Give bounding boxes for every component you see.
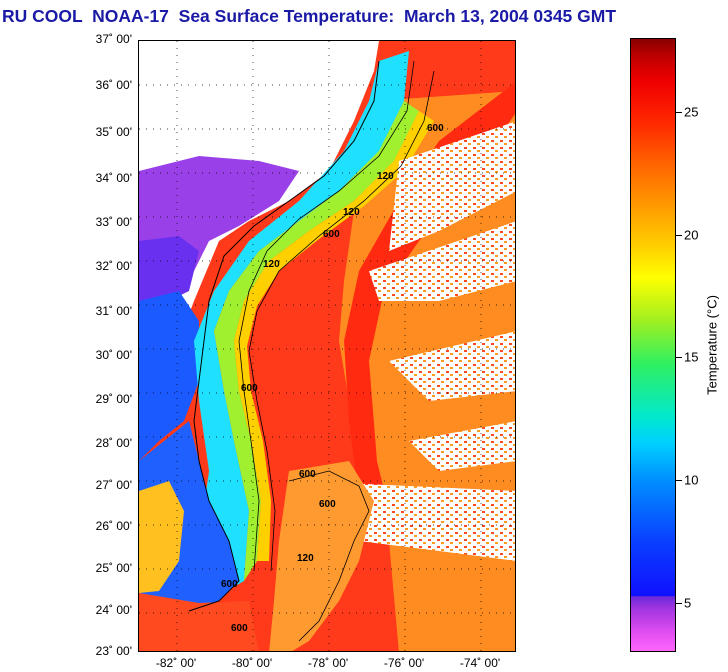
isobath-600	[248, 70, 435, 572]
coastline	[188, 60, 380, 612]
colorbar-tick-label: 5	[684, 595, 692, 611]
isobath-label: 600	[231, 623, 248, 634]
lat-label: 33˚ 00'	[95, 215, 132, 229]
isobath-label: 600	[323, 229, 340, 240]
isobath-label: 600	[427, 123, 444, 134]
isobath-label: 600	[299, 469, 316, 480]
colorbar-tick	[676, 603, 682, 604]
sst-map-image: 600 120 120 600 120 600 600 600 120 600 …	[139, 41, 515, 651]
lon-label: -76˚ 00'	[383, 656, 425, 670]
isobath-label: 120	[377, 171, 394, 182]
isobath-120	[238, 60, 415, 572]
lat-label: 35˚ 00'	[95, 125, 132, 139]
lon-label: -74˚ 00'	[459, 656, 501, 670]
page-title: RU COOL NOAA-17 Sea Surface Temperature:…	[2, 6, 617, 26]
lat-label: 29˚ 00'	[95, 392, 132, 406]
colorbar-tick-label: 10	[684, 472, 699, 488]
cloud-streak-1	[389, 121, 515, 251]
inland-blue	[139, 291, 199, 461]
sst-map[interactable]: 600 120 120 600 120 600 600 600 120 600 …	[138, 40, 516, 652]
lat-label: 24˚ 00'	[95, 603, 132, 617]
bahamas-bank	[269, 461, 374, 651]
lat-label: 32˚ 00'	[95, 259, 132, 273]
graticule	[139, 41, 515, 651]
shelf-water-green	[214, 101, 419, 581]
colorbar-tick-label: 25	[684, 104, 699, 120]
cloud-streak-4	[409, 421, 515, 471]
colorbar-tick	[676, 480, 682, 481]
isobath-label: 120	[263, 259, 280, 270]
bahamas-contour	[288, 470, 370, 642]
shelf-water-cyan	[179, 51, 409, 601]
isobath-label: 600	[241, 383, 258, 394]
colorbar-title: Temperature (°C)	[704, 295, 720, 395]
colorbar-tick	[676, 357, 682, 358]
lat-label: 37˚ 00'	[95, 32, 132, 46]
gulf-of-mexico	[139, 593, 259, 651]
inland-cold-violet	[139, 236, 199, 311]
colorbar-tick	[676, 112, 682, 113]
lon-label: -80˚ 00'	[231, 656, 273, 670]
colorbar-tick-label: 20	[684, 227, 699, 243]
temperature-colorbar	[630, 38, 676, 652]
florida-warm-patch	[139, 481, 184, 593]
lat-label: 28˚ 00'	[95, 436, 132, 450]
lat-label: 23˚ 00'	[95, 644, 132, 658]
isobath-label: 120	[343, 207, 360, 218]
colorbar-tick-label: 15	[684, 349, 699, 365]
cloud-streak-3	[389, 331, 515, 401]
lat-label: 36˚ 00'	[95, 78, 132, 92]
lat-label: 31˚ 00'	[95, 304, 132, 318]
lat-label: 26˚ 00'	[95, 519, 132, 533]
lat-label: 25˚ 00'	[95, 561, 132, 575]
cloud-streak-2	[369, 221, 515, 301]
lat-label: 30˚ 00'	[95, 348, 132, 362]
lon-label: -78˚ 00'	[307, 656, 349, 670]
isobath-label: 120	[297, 553, 314, 564]
lon-label: -82˚ 00'	[155, 656, 197, 670]
colorbar-tick	[676, 235, 682, 236]
isobath-label: 600	[319, 499, 336, 510]
isobath-label: 600	[221, 579, 238, 590]
lat-label: 27˚ 00'	[95, 478, 132, 492]
lat-label: 34˚ 00'	[95, 171, 132, 185]
